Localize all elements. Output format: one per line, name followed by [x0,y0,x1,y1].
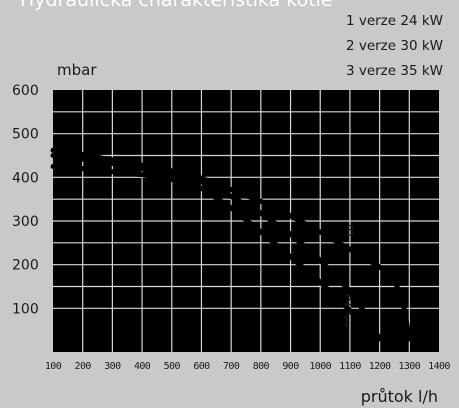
x-tick-label: 700 [223,361,240,372]
x-tick-label: 800 [253,361,270,372]
x-tick-label: 100 [45,361,62,372]
x-tick-label: 400 [134,361,151,372]
curve-2 [50,153,383,342]
curve-label-1: 1 [342,315,351,331]
curves [50,147,412,344]
curve-label-3: 3 [346,223,355,239]
y-tick-label: 400 [12,170,39,186]
y-tick-labels: 100 200 300 400 500 600 [12,83,39,317]
x-tick-label: 300 [104,361,121,372]
x-tick-label: 1000 [309,361,331,372]
x-tick-labels: 100 200 300 400 500 600 700 800 900 1000 1100 1200 1… [45,361,451,372]
x-tick-label: 1100 [339,361,361,372]
y-tick-label: 300 [12,214,39,230]
x-tick-label: 1200 [369,361,391,372]
legend-entry-1: 1 verze 24 kW [346,13,443,29]
x-tick-label: 900 [282,361,299,372]
x-axis-label: průtok l/h [361,387,438,406]
y-tick-label: 100 [12,301,39,317]
y-tick-label: 600 [12,83,39,99]
x-tick-label: 1400 [428,361,450,372]
curve-labels: 1 2 3 [342,223,355,330]
x-tick-label: 600 [193,361,210,372]
chart-title: Hydraulická charakteristika kotle [20,0,333,11]
y-axis-unit: mbar [57,61,97,79]
y-tick-label: 200 [12,258,39,274]
x-tick-label: 500 [164,361,181,372]
x-tick-label: 200 [75,361,92,372]
legend-entry-3: 3 verze 35 kW [346,63,443,79]
x-tick-label: 1300 [398,361,420,372]
curve-label-2: 2 [344,293,353,309]
curve-3 [50,147,412,342]
legend-entry-2: 2 verze 30 kW [346,38,443,54]
y-tick-label: 500 [12,127,39,143]
curve-1 [50,163,380,344]
